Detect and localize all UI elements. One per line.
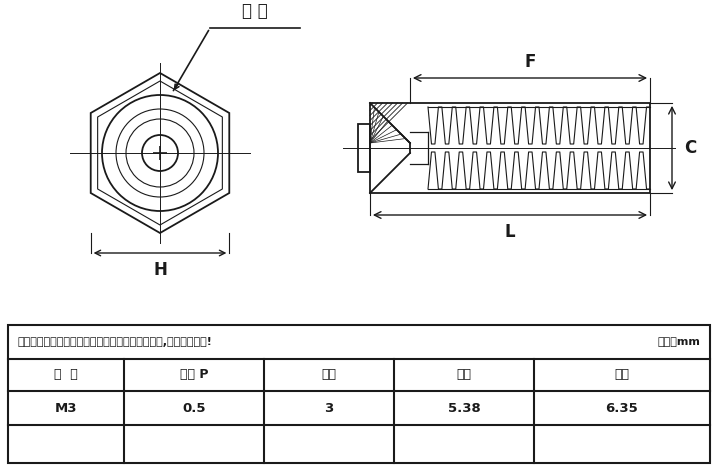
- Text: L: L: [505, 223, 516, 241]
- Text: 螺 纹: 螺 纹: [242, 2, 268, 20]
- Text: 5.38: 5.38: [447, 401, 480, 414]
- Text: 6.35: 6.35: [605, 401, 638, 414]
- Bar: [358, 124, 370, 172]
- Text: H: H: [153, 261, 167, 279]
- Text: 外径: 外径: [457, 368, 472, 382]
- Text: 3: 3: [325, 401, 334, 414]
- Text: 规  格: 规 格: [54, 368, 78, 382]
- Bar: [8, 325, 710, 463]
- Text: 单位：mm: 单位：mm: [657, 337, 700, 347]
- Text: 以下为单批测量数据，可能稍有误差，以实际为准,介意者请慎拍!: 以下为单批测量数据，可能稍有误差，以实际为准,介意者请慎拍!: [18, 337, 213, 347]
- Text: C: C: [684, 139, 696, 157]
- Text: M3: M3: [55, 401, 78, 414]
- Text: 0.5: 0.5: [182, 401, 206, 414]
- Text: 内径: 内径: [322, 368, 337, 382]
- Text: 对边: 对边: [615, 368, 630, 382]
- Text: F: F: [524, 53, 536, 71]
- Text: 螺距 P: 螺距 P: [180, 368, 208, 382]
- Bar: [370, 103, 650, 193]
